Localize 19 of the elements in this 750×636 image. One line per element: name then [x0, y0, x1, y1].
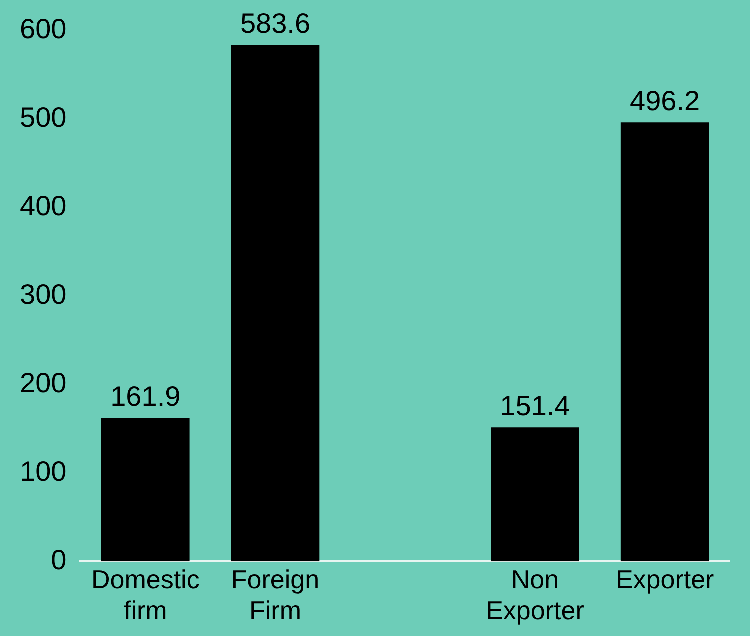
bar	[231, 45, 320, 562]
y-tick-label: 500	[20, 102, 67, 133]
x-tick-label: Exporter	[616, 564, 715, 594]
y-tick-label: 200	[20, 367, 67, 398]
x-tick-label: Non Exporter	[486, 564, 585, 626]
data-label: 161.9	[110, 381, 181, 412]
y-tick-label: 600	[20, 14, 67, 45]
y-tick-label: 100	[20, 456, 67, 487]
bar	[620, 122, 710, 562]
bar	[491, 428, 580, 562]
y-tick-label: 0	[51, 544, 67, 576]
data-label: 496.2	[630, 85, 700, 116]
x-tick-label: Foreign Firm	[231, 564, 320, 626]
data-label: 151.4	[500, 390, 570, 422]
data-label: 583.6	[240, 8, 311, 40]
y-tick-label: 300	[20, 278, 67, 310]
y-tick-label: 400	[20, 190, 67, 222]
bar	[101, 418, 190, 562]
x-tick-label: Domestic firm	[91, 564, 200, 626]
